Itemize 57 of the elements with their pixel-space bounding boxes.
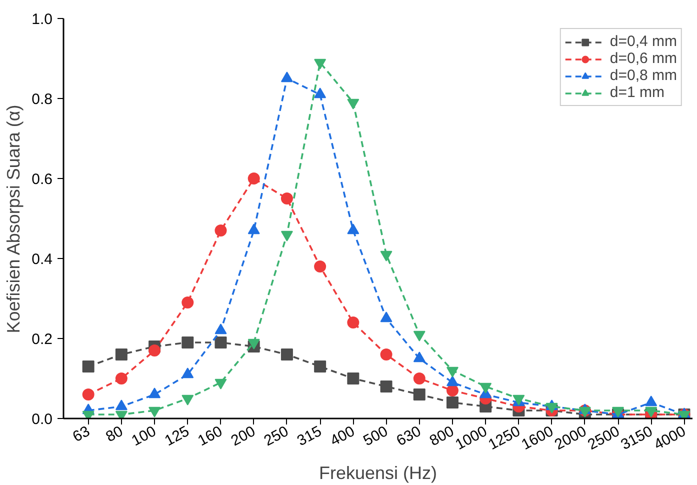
point [413,352,426,362]
point [380,312,392,322]
x-tick-label: 400 [328,422,358,450]
legend-label: d=0,4 mm [610,33,677,50]
point [280,348,293,360]
point [347,372,360,384]
y-tick-label: 1.0 [32,11,53,28]
x-tick-label: 100 [128,422,159,450]
point [413,372,426,384]
point [182,296,194,308]
y-axis-title: Koefisien Absorpsi Suara (α) [4,104,24,334]
point [446,384,458,396]
x-tick-label: 200 [228,422,258,450]
y-tick-label: 0.2 [32,331,53,348]
x-tick-label: 125 [162,422,192,450]
x-tick-label: 160 [195,422,226,450]
y-tick-label: 0.4 [32,251,53,268]
point [446,376,458,386]
point [148,344,161,356]
x-tick-label: 250 [261,422,292,450]
point [148,388,161,398]
x-tick-label: 630 [394,422,424,450]
point [314,260,326,272]
legend-label: d=1 mm [610,84,664,101]
legend-label: d=0,8 mm [610,67,677,84]
point [115,348,128,360]
point [314,58,326,70]
point [347,98,360,110]
y-tick-label: 0.8 [32,91,53,108]
point [182,336,194,348]
point [446,396,458,408]
point [214,224,227,236]
point [380,380,392,392]
x-axis-title: Frekuensi (Hz) [318,462,438,483]
point [645,396,658,406]
point [182,368,194,378]
point [413,388,426,400]
point [380,348,392,360]
y-tick-label: 0.0 [32,411,53,428]
x-tick-label: 80 [103,422,126,446]
point [314,360,326,372]
point [347,316,360,328]
point [82,360,94,372]
x-tick-label: 500 [360,422,391,450]
point [280,192,293,204]
x-tick-label: 63 [70,422,93,446]
point [115,372,128,384]
point [380,250,392,262]
point [214,324,227,334]
point [82,388,94,400]
y-tick-label: 0.6 [32,171,53,188]
point [115,400,128,410]
point [214,336,227,348]
x-tick-label: 315 [294,422,325,450]
point [248,172,260,184]
point [280,230,293,242]
legend-label: d=0,6 mm [610,50,677,67]
